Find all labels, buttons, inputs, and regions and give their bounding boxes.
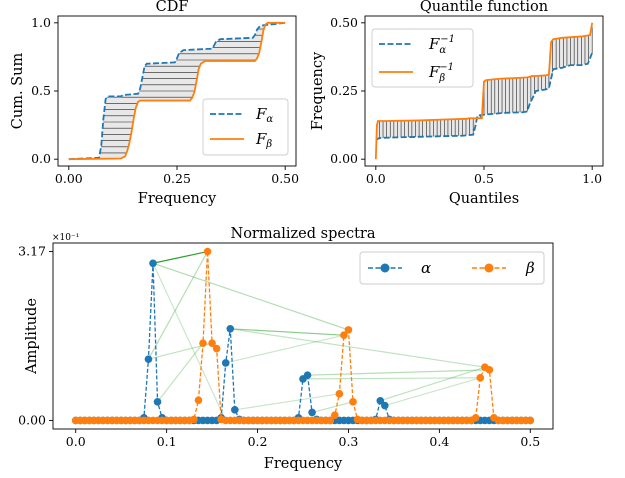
spectra-point-beta	[199, 339, 207, 347]
spectra-ytick-label: 3.17	[18, 244, 46, 259]
spectra-legend-alpha-marker	[380, 263, 390, 273]
quantile-ytick-label: 0.50	[330, 15, 358, 30]
cdf-ticks: 0.00 0.25 0.50 0.0 0.5 1.0	[31, 15, 299, 186]
spectra-point-alpha	[144, 355, 153, 363]
spectra-title: Normalized spectra	[231, 226, 376, 242]
spectra-matching-line	[152, 262, 349, 331]
quantile-xtick-label: 0.5	[474, 171, 494, 186]
spectra-point-alpha	[221, 359, 230, 367]
quantile-title: Quantile function	[420, 0, 548, 15]
spectra-point-beta	[208, 339, 216, 347]
spectra-point-beta	[340, 331, 348, 340]
spectra-matching-line	[302, 377, 481, 380]
spectra-matching-line	[307, 369, 490, 376]
cdf-ylabel: Cum. Sum	[10, 53, 26, 130]
spectra-point-alpha	[308, 408, 316, 417]
spectra-point-beta	[190, 415, 198, 424]
cdf-ytick-label: 0.0	[31, 151, 51, 166]
cdf-series-beta	[68, 21, 286, 161]
spectra-xlabel: Frequency	[264, 456, 343, 472]
cdf-plot-area	[68, 21, 286, 161]
spectra-point-alpha	[226, 325, 235, 333]
spectra-point-beta	[331, 411, 339, 419]
spectra-legend-box	[359, 251, 545, 285]
spectra-point-beta	[203, 247, 212, 256]
quantile-legend-box	[371, 28, 474, 88]
spectra-xtick-label: 0.1	[157, 434, 177, 449]
quantile-ytick-label: 0.25	[330, 83, 358, 98]
spectra-point-alpha	[381, 401, 389, 410]
quantile-xtick-label: 1.0	[582, 171, 602, 186]
quantile-xlabel: Quantiles	[449, 191, 519, 207]
spectra-point-beta	[194, 396, 203, 405]
spectra-point-beta	[526, 416, 535, 425]
quantile-ticks: 0.0 0.5 1.0 0.00 0.25 0.50	[330, 15, 602, 186]
spectra-matching-line	[230, 328, 485, 368]
spectra-legend-beta-marker	[484, 263, 494, 273]
cdf-xlabel: Frequency	[138, 191, 217, 207]
quantile-series-alpha	[375, 52, 594, 141]
spectra-panel: Normalized spectra ×10⁻¹ 0.0 0.1 0.2 0.3 0.4…	[18, 226, 554, 472]
spectra-point-alpha	[376, 396, 385, 405]
spectra-point-beta	[485, 366, 494, 374]
spectra-point-alpha	[303, 371, 312, 379]
spectra-xtick-label: 0.3	[339, 434, 359, 449]
spectra-matching-line	[152, 263, 227, 421]
spectra-legend: α β	[359, 251, 545, 285]
spectra-point-alpha	[153, 398, 162, 406]
cdf-panel: CDF 0.00 0.25 0.50 0.0 0.5 1.0 Frequency Cum.…	[10, 0, 299, 207]
spectra-matching-line	[152, 250, 208, 264]
spectra-frame	[52, 242, 554, 430]
spectra-xtick-label: 0.2	[248, 434, 268, 449]
cdf-xtick-label: 0.50	[271, 171, 299, 186]
cdf-ytick-label: 1.0	[31, 15, 51, 30]
cdf-xtick-label: 0.00	[55, 171, 83, 186]
spectra-ticks: 0.0 0.1 0.2 0.3 0.4 0.5 0.00 3.17	[18, 244, 540, 449]
spectra-xtick-label: 0.4	[429, 434, 449, 449]
spectra-matching-line	[234, 393, 340, 411]
spectra-legend-alpha-label: α	[421, 259, 431, 277]
spectra-scale-note: ×10⁻¹	[52, 233, 79, 243]
spectra-matching-line	[157, 342, 204, 403]
cdf-legend-box	[202, 98, 289, 156]
quantile-legend: Fα−1 Fβ−1	[371, 28, 474, 88]
quantile-xtick-label: 0.0	[366, 171, 386, 186]
quantile-series-beta	[374, 22, 594, 160]
spectra-xtick-label: 0.0	[66, 434, 86, 449]
cdf-title: CDF	[156, 0, 189, 15]
spectra-point-beta	[326, 416, 335, 425]
spectra-matching-line	[225, 334, 345, 364]
spectra-matching-line	[311, 401, 354, 414]
cdf-legend: Fα Fβ	[202, 98, 289, 156]
quantile-plot-area	[374, 22, 594, 160]
spectra-point-beta	[344, 326, 353, 334]
spectra-point-beta	[335, 390, 344, 398]
spectra-xtick-label: 0.5	[520, 434, 540, 449]
cdf-xtick-label: 0.25	[163, 171, 191, 186]
spectra-point-beta	[476, 374, 485, 382]
spectra-point-beta	[349, 398, 357, 406]
cdf-series-alpha	[68, 21, 286, 161]
spectra-point-beta	[471, 414, 480, 422]
spectra-plot-area	[71, 247, 535, 425]
spectra-series-alpha	[75, 263, 531, 422]
spectra-matching-line	[147, 251, 209, 360]
spectra-matching-line	[380, 366, 486, 402]
cdf-ytick-label: 0.5	[31, 83, 51, 98]
spectra-ytick-label: 0.00	[18, 412, 46, 427]
spectra-point-alpha	[149, 259, 157, 268]
spectra-matching-line	[384, 377, 481, 407]
quantile-panel: Quantile function 0.0 0.5 1.00.000.250.50 …	[310, 0, 604, 207]
quantile-ytick-label: 0.00	[330, 151, 358, 166]
spectra-legend-beta-label: β	[525, 259, 535, 277]
quantile-ylabel: Frequency	[310, 51, 326, 130]
spectra-point-beta	[212, 344, 221, 353]
spectra-point-alpha	[231, 406, 239, 414]
spectra-ylabel: Amplitude	[24, 298, 40, 375]
spectra-matching-line	[230, 328, 344, 336]
